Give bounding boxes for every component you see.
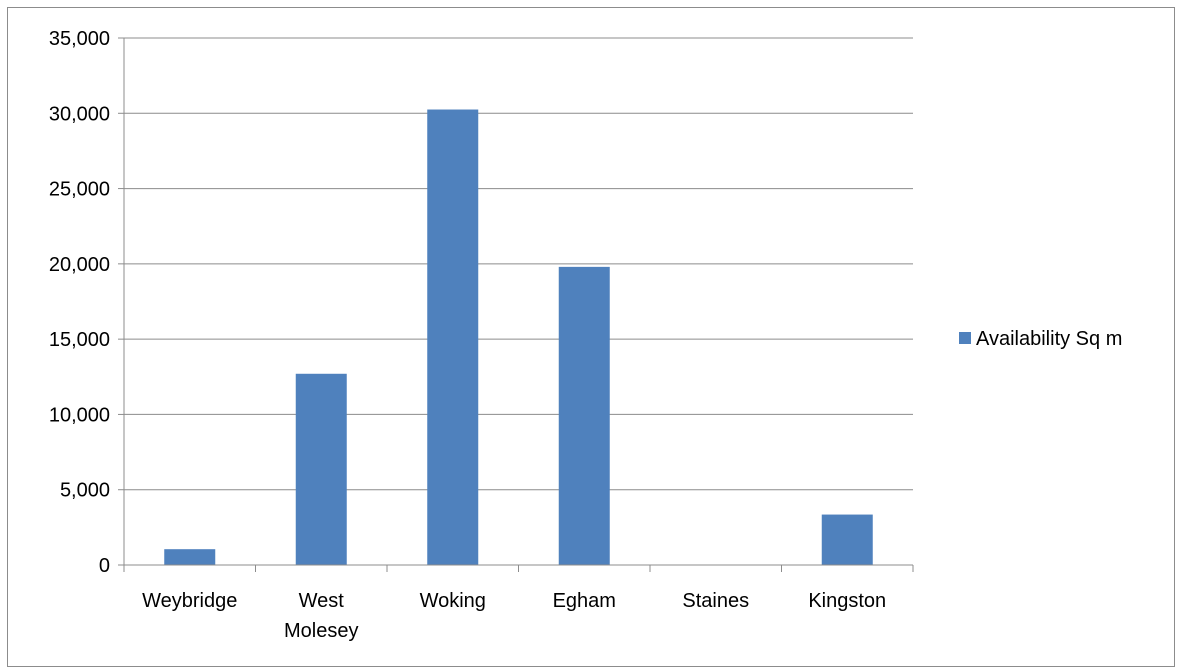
x-tick-label: Woking bbox=[420, 590, 486, 612]
legend-swatch bbox=[959, 332, 971, 344]
y-tick-label: 0 bbox=[99, 555, 110, 577]
y-tick-label: 35,000 bbox=[49, 28, 110, 50]
y-tick-label: 10,000 bbox=[49, 404, 110, 426]
legend: Availability Sq m bbox=[959, 328, 1122, 350]
y-tick-label: 30,000 bbox=[49, 103, 110, 125]
y-tick-label: 25,000 bbox=[49, 179, 110, 201]
x-tick-label: West Molesey bbox=[284, 590, 358, 642]
legend-label: Availability Sq m bbox=[976, 328, 1122, 350]
x-tick-label: Staines bbox=[682, 590, 749, 612]
bar bbox=[295, 373, 347, 565]
y-tick-labels: 0 5,000 10,000 15,000 20,000 25,000 30,000 35,0… bbox=[49, 28, 110, 577]
bar bbox=[821, 514, 873, 565]
x-tick-label: Egham bbox=[553, 590, 616, 612]
y-tick-label: 15,000 bbox=[49, 329, 110, 351]
gridlines bbox=[118, 37, 913, 566]
x-tick-labels: Weybridge West Molesey Woking Egham Staines Ki… bbox=[142, 590, 886, 642]
x-tick-label: Kingston bbox=[808, 590, 886, 612]
bars bbox=[164, 109, 873, 566]
bar bbox=[164, 549, 216, 565]
bar bbox=[427, 109, 479, 566]
y-tick-label: 5,000 bbox=[60, 480, 110, 502]
x-tick-label: Weybridge bbox=[142, 590, 237, 612]
axes bbox=[123, 38, 914, 572]
bar bbox=[558, 266, 610, 565]
y-tick-label: 20,000 bbox=[49, 254, 110, 276]
